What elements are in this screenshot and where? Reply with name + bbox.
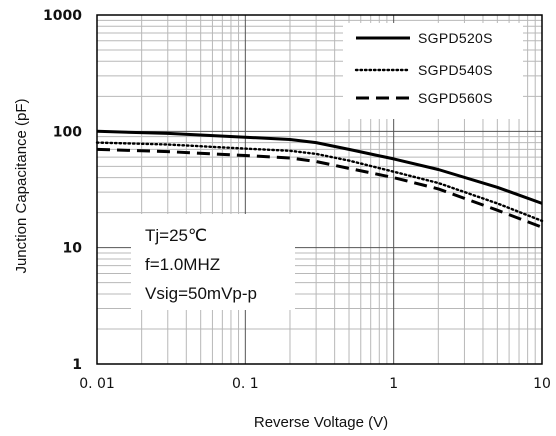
legend-label-sgpd520s: SGPD520S (418, 30, 493, 46)
y-tick-label: 100 (53, 124, 82, 140)
y-axis-title: Junction Capacitance (pF) (13, 98, 30, 273)
y-tick-label: 1 (72, 357, 82, 373)
x-tick-label: 0. 1 (232, 376, 259, 392)
series-line-sgpd520s (96, 129, 543, 205)
legend: SGPD520S SGPD540S SGPD560S (343, 23, 523, 119)
x-tick-label: 1 (389, 376, 398, 392)
annotation-temperature: Tj=25℃ (145, 226, 207, 245)
legend-label-sgpd560s: SGPD560S (418, 90, 493, 106)
x-axis-title: Reverse Voltage (V) (254, 414, 388, 431)
plot-frame (96, 14, 543, 365)
legend-label-sgpd540s: SGPD540S (418, 62, 493, 78)
x-tick-labels: 0. 01 0. 1 1 10 (79, 376, 551, 392)
annotation-frequency: f=1.0MHZ (145, 255, 220, 274)
x-tick-label: 0. 01 (79, 376, 115, 392)
series-layer (95, 129, 544, 229)
y-tick-labels: 1 10 100 1000 (43, 8, 82, 373)
conditions-annotation: Tj=25℃ f=1.0MHZ Vsig=50mVp-p (131, 214, 295, 310)
x-tick-label: 10 (533, 376, 551, 392)
y-tick-label: 1000 (43, 8, 82, 24)
y-tick-label: 10 (63, 241, 83, 257)
series-line-sgpd560s (96, 147, 543, 229)
series-line-sgpd540s (95, 141, 544, 223)
annotation-signal: Vsig=50mVp-p (145, 284, 257, 303)
annotation-background (131, 214, 295, 310)
